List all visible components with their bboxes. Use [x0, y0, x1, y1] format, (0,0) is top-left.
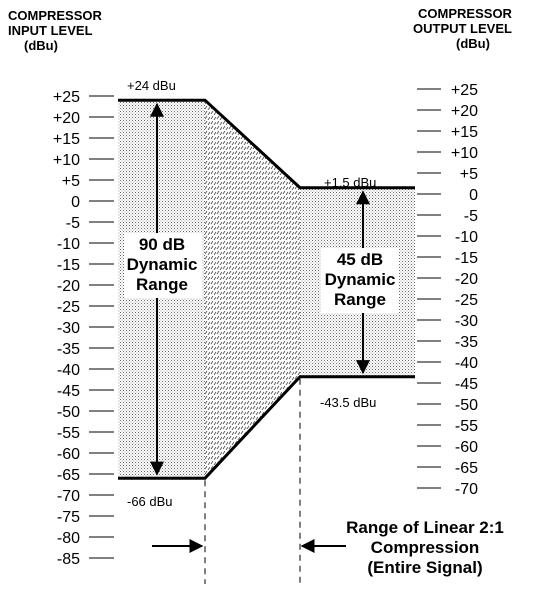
output-tick-label: -60: [455, 439, 478, 456]
output-tick-label: -50: [455, 397, 478, 414]
output-tick-label: -40: [455, 355, 478, 372]
output-tick-label: -55: [455, 418, 478, 435]
input-tick-label: 0: [71, 194, 80, 211]
input-tick-label: +5: [62, 173, 80, 190]
input-tick-label: +25: [53, 89, 80, 106]
input-tick-label: -5: [66, 215, 80, 232]
input-tick-label: -60: [57, 446, 80, 463]
input-axis-ticks: +25 +20 +15 +10 +5 0 -5 -10 -15 -20 -25 -30 -35 -40 -4…: [53, 89, 114, 568]
input-tick-label: -20: [57, 278, 80, 295]
output-tick-label: -70: [455, 481, 478, 498]
output-axis-title-line2: OUTPUT LEVEL: [413, 21, 512, 36]
input-tick-label: +10: [53, 152, 80, 169]
output-range-caption-bg: [321, 248, 399, 313]
input-bottom-level-label: -66 dBu: [127, 494, 173, 509]
output-tick-label: -45: [455, 376, 478, 393]
compression-note-line1: Range of Linear 2:1: [346, 518, 504, 537]
output-tick-label: -10: [455, 229, 478, 246]
input-tick-label: -85: [57, 551, 80, 568]
output-range-caption-line3: Range: [334, 290, 386, 309]
output-tick-label: +15: [451, 124, 478, 141]
input-top-level-label: +24 dBu: [127, 78, 176, 93]
output-axis-title-line1: COMPRESSOR: [418, 6, 512, 21]
input-axis-unit: (dBu): [24, 38, 58, 53]
output-axis-title: COMPRESSOR OUTPUT LEVEL (dBu): [413, 6, 512, 51]
input-tick-label: -75: [57, 509, 80, 526]
output-tick-label: +25: [451, 82, 478, 99]
output-tick-label: -65: [455, 460, 478, 477]
output-range-caption-line2: Dynamic: [325, 270, 396, 289]
output-top-level-label: +1.5 dBu: [324, 175, 376, 190]
input-tick-label: -25: [57, 299, 80, 316]
compression-note-line2: Compression: [371, 538, 480, 557]
compression-transition-region: [205, 100, 300, 479]
output-axis-ticks: +25 +20 +15 +10 +5 0 -5 -10 -15 -20 -25 -30 -35 -40 -4…: [417, 82, 478, 498]
input-tick-label: -80: [57, 530, 80, 547]
output-tick-label: +10: [451, 145, 478, 162]
output-tick-label: -5: [464, 208, 478, 225]
input-tick-label: -35: [57, 341, 80, 358]
output-tick-label: 0: [469, 187, 478, 204]
input-tick-label: -15: [57, 257, 80, 274]
bottom-level-line: [118, 375, 415, 480]
input-range-caption-line1: 90 dB: [139, 235, 185, 254]
input-tick-label: -50: [57, 404, 80, 421]
input-tick-label: -30: [57, 320, 80, 337]
input-range-caption-bg: [124, 233, 202, 298]
input-tick-label: -65: [57, 467, 80, 484]
input-axis-title: COMPRESSOR INPUT LEVEL (dBu): [8, 8, 102, 53]
compression-note-line3: (Entire Signal): [367, 558, 482, 577]
input-tick-label: +15: [53, 131, 80, 148]
input-tick-label: +20: [53, 110, 80, 127]
input-tick-label: -10: [57, 236, 80, 253]
output-tick-label: -15: [455, 250, 478, 267]
input-axis-title-line2: INPUT LEVEL: [8, 23, 93, 38]
input-range-caption-line2: Dynamic: [127, 255, 198, 274]
output-tick-label: -30: [455, 313, 478, 330]
input-tick-label: -70: [57, 488, 80, 505]
input-tick-label: -45: [57, 383, 80, 400]
output-tick-label: -25: [455, 292, 478, 309]
input-range-caption-line3: Range: [136, 275, 188, 294]
output-bottom-level-label: -43.5 dBu: [320, 395, 376, 410]
output-axis-unit: (dBu): [456, 36, 490, 51]
input-axis-title-line1: COMPRESSOR: [8, 8, 102, 23]
output-tick-label: -35: [455, 334, 478, 351]
output-tick-label: +20: [451, 103, 478, 120]
output-tick-label: +5: [460, 166, 478, 183]
input-tick-label: -40: [57, 362, 80, 379]
output-range-caption-line1: 45 dB: [337, 250, 383, 269]
input-tick-label: -55: [57, 425, 80, 442]
top-level-line: [118, 98, 415, 190]
output-tick-label: -20: [455, 271, 478, 288]
